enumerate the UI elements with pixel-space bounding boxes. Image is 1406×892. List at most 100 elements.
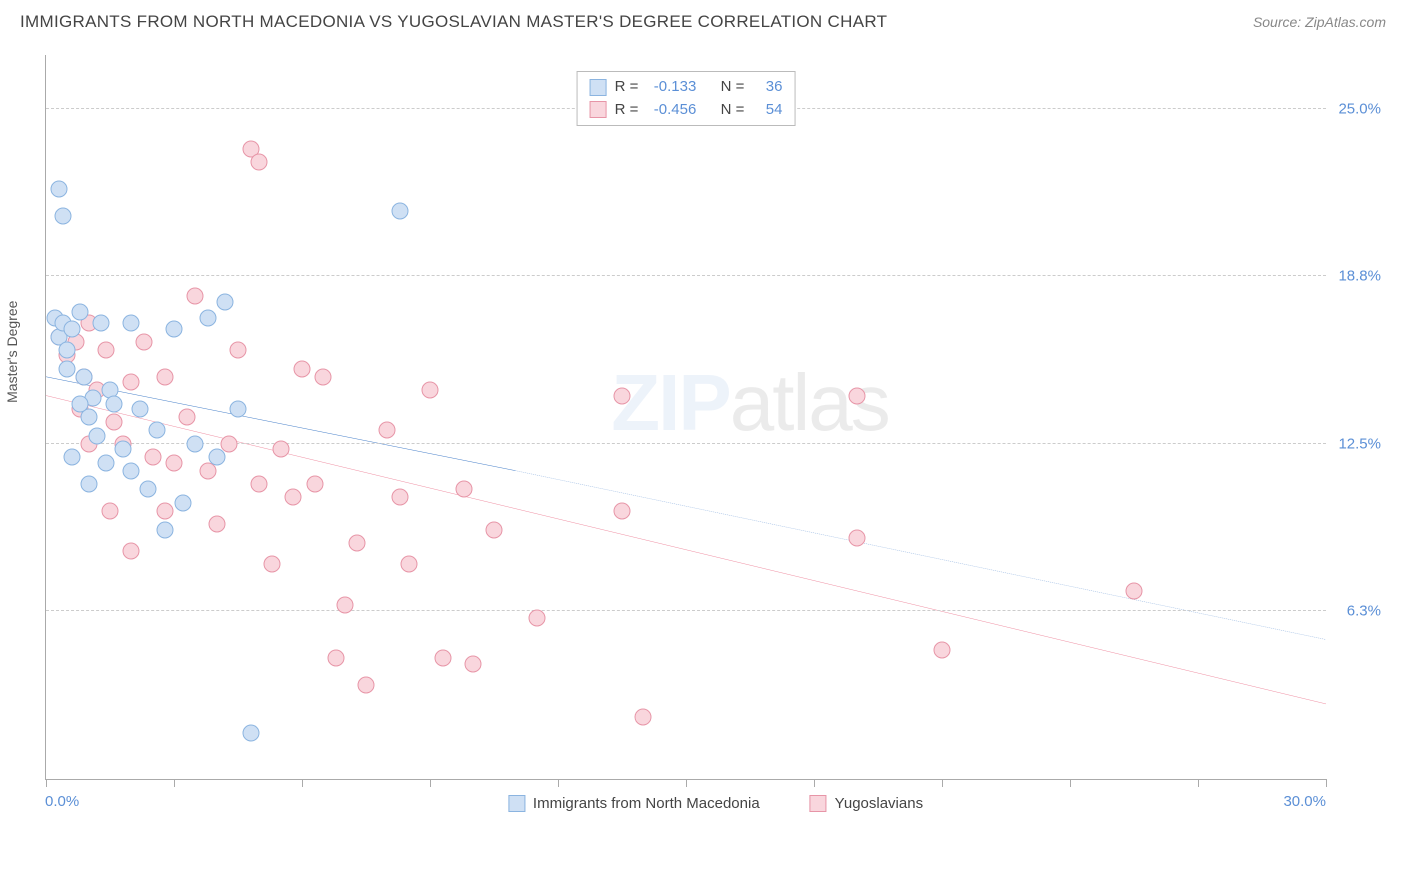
scatter-point-yugoslavia bbox=[187, 288, 204, 305]
scatter-point-macedonia bbox=[230, 400, 247, 417]
scatter-point-yugoslavia bbox=[97, 341, 114, 358]
x-tick bbox=[46, 779, 47, 787]
scatter-point-yugoslavia bbox=[136, 333, 153, 350]
scatter-point-macedonia bbox=[63, 449, 80, 466]
scatter-point-yugoslavia bbox=[315, 368, 332, 385]
scatter-point-yugoslavia bbox=[166, 454, 183, 471]
x-tick bbox=[558, 779, 559, 787]
source-label: Source: ZipAtlas.com bbox=[1253, 14, 1386, 30]
gridline: 18.8% bbox=[46, 275, 1326, 276]
scatter-point-yugoslavia bbox=[614, 387, 631, 404]
n-label: N = bbox=[721, 76, 745, 99]
scatter-point-yugoslavia bbox=[400, 556, 417, 573]
scatter-point-macedonia bbox=[217, 293, 234, 310]
watermark-zip: ZIP bbox=[611, 358, 729, 447]
legend-item-macedonia: Immigrants from North Macedonia bbox=[508, 795, 760, 812]
scatter-point-yugoslavia bbox=[358, 677, 375, 694]
scatter-point-macedonia bbox=[157, 521, 174, 538]
scatter-point-yugoslavia bbox=[123, 374, 140, 391]
n-value-macedonia: 36 bbox=[752, 76, 782, 99]
scatter-point-yugoslavia bbox=[306, 476, 323, 493]
legend-series: Immigrants from North Macedonia Yugoslavi… bbox=[508, 795, 923, 812]
scatter-point-macedonia bbox=[72, 304, 89, 321]
scatter-point-yugoslavia bbox=[336, 596, 353, 613]
scatter-point-macedonia bbox=[50, 181, 67, 198]
scatter-point-macedonia bbox=[114, 441, 131, 458]
trendline-macedonia-extrapolated bbox=[515, 471, 1326, 640]
scatter-point-macedonia bbox=[148, 422, 165, 439]
watermark: ZIPatlas bbox=[611, 357, 888, 449]
scatter-point-yugoslavia bbox=[157, 502, 174, 519]
scatter-point-yugoslavia bbox=[106, 414, 123, 431]
r-label: R = bbox=[615, 99, 639, 122]
chart-title: IMMIGRANTS FROM NORTH MACEDONIA VS YUGOS… bbox=[20, 12, 887, 32]
swatch-macedonia bbox=[508, 795, 525, 812]
x-tick bbox=[1198, 779, 1199, 787]
swatch-macedonia bbox=[590, 79, 607, 96]
scatter-point-macedonia bbox=[200, 309, 217, 326]
x-tick bbox=[814, 779, 815, 787]
legend-item-yugoslavia: Yugoslavians bbox=[810, 795, 923, 812]
scatter-point-macedonia bbox=[97, 454, 114, 471]
scatter-point-yugoslavia bbox=[264, 556, 281, 573]
x-min-label: 0.0% bbox=[45, 793, 79, 810]
swatch-yugoslavia bbox=[590, 101, 607, 118]
gridline: 6.3% bbox=[46, 610, 1326, 611]
x-tick bbox=[1326, 779, 1327, 787]
scatter-point-macedonia bbox=[187, 435, 204, 452]
scatter-point-yugoslavia bbox=[102, 502, 119, 519]
scatter-point-yugoslavia bbox=[848, 387, 865, 404]
scatter-point-yugoslavia bbox=[294, 360, 311, 377]
y-tick-label: 6.3% bbox=[1347, 603, 1381, 620]
scatter-point-yugoslavia bbox=[486, 521, 503, 538]
scatter-point-macedonia bbox=[123, 315, 140, 332]
scatter-point-yugoslavia bbox=[251, 154, 268, 171]
chart-container: ZIPatlas R =-0.133 N =36R =-0.456 N =54 … bbox=[45, 40, 1386, 830]
scatter-point-yugoslavia bbox=[178, 409, 195, 426]
scatter-point-yugoslavia bbox=[635, 709, 652, 726]
scatter-point-yugoslavia bbox=[392, 489, 409, 506]
scatter-point-yugoslavia bbox=[528, 610, 545, 627]
trendline-yugoslavia bbox=[46, 396, 1326, 704]
scatter-point-yugoslavia bbox=[464, 655, 481, 672]
scatter-point-yugoslavia bbox=[848, 529, 865, 546]
scatter-point-macedonia bbox=[89, 427, 106, 444]
scatter-point-yugoslavia bbox=[251, 476, 268, 493]
scatter-point-macedonia bbox=[93, 315, 110, 332]
x-max-label: 30.0% bbox=[1283, 793, 1326, 810]
gridline: 12.5% bbox=[46, 443, 1326, 444]
legend-label-macedonia: Immigrants from North Macedonia bbox=[533, 795, 760, 812]
scatter-point-macedonia bbox=[242, 725, 259, 742]
plot-area: ZIPatlas R =-0.133 N =36R =-0.456 N =54 … bbox=[45, 55, 1326, 780]
scatter-point-macedonia bbox=[166, 320, 183, 337]
scatter-point-macedonia bbox=[140, 481, 157, 498]
y-tick-label: 12.5% bbox=[1338, 435, 1381, 452]
scatter-point-yugoslavia bbox=[379, 422, 396, 439]
x-tick bbox=[302, 779, 303, 787]
scatter-point-yugoslavia bbox=[422, 382, 439, 399]
scatter-point-macedonia bbox=[80, 476, 97, 493]
scatter-point-macedonia bbox=[63, 320, 80, 337]
scatter-point-macedonia bbox=[392, 202, 409, 219]
y-tick-label: 25.0% bbox=[1338, 100, 1381, 117]
legend-stats: R =-0.133 N =36R =-0.456 N =54 bbox=[577, 71, 796, 126]
scatter-point-macedonia bbox=[55, 207, 72, 224]
scatter-point-macedonia bbox=[76, 368, 93, 385]
x-tick bbox=[1070, 779, 1071, 787]
scatter-point-macedonia bbox=[59, 360, 76, 377]
swatch-yugoslavia bbox=[810, 795, 827, 812]
scatter-point-yugoslavia bbox=[614, 502, 631, 519]
scatter-point-macedonia bbox=[123, 462, 140, 479]
header: IMMIGRANTS FROM NORTH MACEDONIA VS YUGOS… bbox=[0, 0, 1406, 40]
n-value-yugoslavia: 54 bbox=[752, 99, 782, 122]
scatter-point-yugoslavia bbox=[144, 449, 161, 466]
scatter-point-yugoslavia bbox=[285, 489, 302, 506]
legend-stat-row-macedonia: R = -0.133 N = 36 bbox=[590, 76, 783, 99]
scatter-point-macedonia bbox=[208, 449, 225, 466]
scatter-point-yugoslavia bbox=[230, 341, 247, 358]
scatter-point-yugoslavia bbox=[208, 516, 225, 533]
r-value-macedonia: -0.133 bbox=[646, 76, 696, 99]
scatter-point-macedonia bbox=[174, 494, 191, 511]
r-label: R = bbox=[615, 76, 639, 99]
y-tick-label: 18.8% bbox=[1338, 268, 1381, 285]
